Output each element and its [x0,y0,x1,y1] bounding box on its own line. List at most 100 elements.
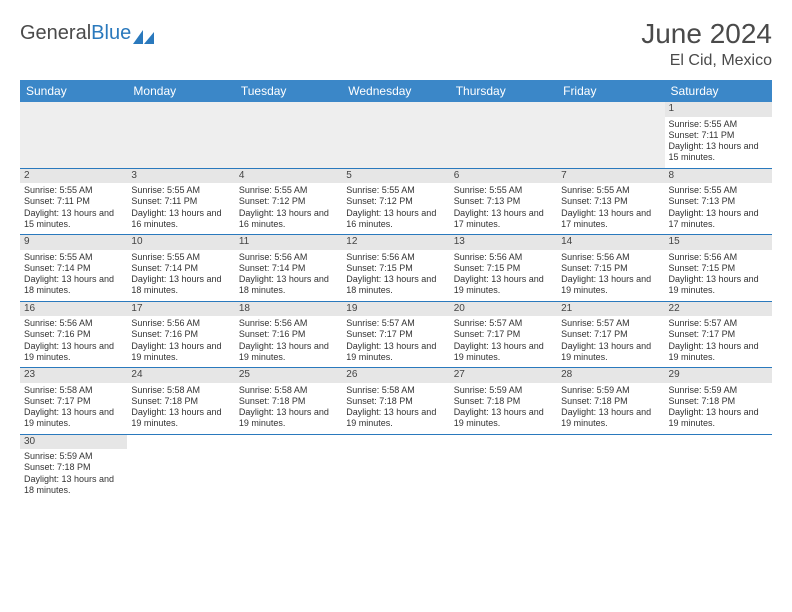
daylight-text: Daylight: 13 hours and 19 minutes. [561,274,660,297]
daylight-text: Daylight: 13 hours and 19 minutes. [454,274,553,297]
day-number: 13 [450,235,557,250]
daylight-text: Daylight: 13 hours and 18 minutes. [239,274,338,297]
day-number: 22 [665,302,772,317]
sunrise-text: Sunrise: 5:55 AM [561,185,660,196]
calendar-cell: 6Sunrise: 5:55 AMSunset: 7:13 PMDaylight… [450,168,557,235]
daylight-text: Daylight: 13 hours and 19 minutes. [669,407,768,430]
calendar: Sunday Monday Tuesday Wednesday Thursday… [20,80,772,500]
daylight-text: Daylight: 13 hours and 19 minutes. [239,341,338,364]
sunrise-text: Sunrise: 5:55 AM [239,185,338,196]
daylight-text: Daylight: 13 hours and 18 minutes. [131,274,230,297]
sunrise-text: Sunrise: 5:56 AM [346,252,445,263]
sunset-text: Sunset: 7:16 PM [24,329,123,340]
calendar-cell: 8Sunrise: 5:55 AMSunset: 7:13 PMDaylight… [665,168,772,235]
sunset-text: Sunset: 7:18 PM [669,396,768,407]
calendar-cell: 27Sunrise: 5:59 AMSunset: 7:18 PMDayligh… [450,368,557,435]
calendar-cell: 13Sunrise: 5:56 AMSunset: 7:15 PMDayligh… [450,235,557,302]
daylight-text: Daylight: 13 hours and 17 minutes. [561,208,660,231]
calendar-cell: 14Sunrise: 5:56 AMSunset: 7:15 PMDayligh… [557,235,664,302]
sunset-text: Sunset: 7:15 PM [346,263,445,274]
calendar-cell: 12Sunrise: 5:56 AMSunset: 7:15 PMDayligh… [342,235,449,302]
sunrise-text: Sunrise: 5:58 AM [346,385,445,396]
weekday-header-row: Sunday Monday Tuesday Wednesday Thursday… [20,80,772,102]
sunset-text: Sunset: 7:15 PM [669,263,768,274]
sunrise-text: Sunrise: 5:55 AM [454,185,553,196]
sunset-text: Sunset: 7:13 PM [561,196,660,207]
day-number: 3 [127,169,234,184]
calendar-cell: 16Sunrise: 5:56 AMSunset: 7:16 PMDayligh… [20,301,127,368]
sunrise-text: Sunrise: 5:59 AM [24,451,123,462]
sunset-text: Sunset: 7:13 PM [669,196,768,207]
day-number: 15 [665,235,772,250]
day-number: 6 [450,169,557,184]
calendar-cell: 5Sunrise: 5:55 AMSunset: 7:12 PMDaylight… [342,168,449,235]
calendar-cell: 20Sunrise: 5:57 AMSunset: 7:17 PMDayligh… [450,301,557,368]
calendar-cell: 23Sunrise: 5:58 AMSunset: 7:17 PMDayligh… [20,368,127,435]
sunset-text: Sunset: 7:18 PM [346,396,445,407]
calendar-row: 9Sunrise: 5:55 AMSunset: 7:14 PMDaylight… [20,235,772,302]
daylight-text: Daylight: 13 hours and 19 minutes. [561,341,660,364]
sunrise-text: Sunrise: 5:59 AM [669,385,768,396]
daylight-text: Daylight: 13 hours and 18 minutes. [24,474,123,497]
day-number: 11 [235,235,342,250]
calendar-cell [450,434,557,500]
calendar-row: 23Sunrise: 5:58 AMSunset: 7:17 PMDayligh… [20,368,772,435]
calendar-cell: 3Sunrise: 5:55 AMSunset: 7:11 PMDaylight… [127,168,234,235]
day-number: 26 [342,368,449,383]
calendar-cell: 10Sunrise: 5:55 AMSunset: 7:14 PMDayligh… [127,235,234,302]
calendar-cell [127,102,234,168]
calendar-cell: 24Sunrise: 5:58 AMSunset: 7:18 PMDayligh… [127,368,234,435]
day-number: 4 [235,169,342,184]
sunrise-text: Sunrise: 5:56 AM [239,252,338,263]
sunrise-text: Sunrise: 5:56 AM [239,318,338,329]
sunset-text: Sunset: 7:11 PM [24,196,123,207]
header: GeneralBlue June 2024 El Cid, Mexico [20,18,772,70]
calendar-cell: 2Sunrise: 5:55 AMSunset: 7:11 PMDaylight… [20,168,127,235]
day-number: 21 [557,302,664,317]
calendar-cell: 1Sunrise: 5:55 AMSunset: 7:11 PMDaylight… [665,102,772,168]
sunset-text: Sunset: 7:12 PM [346,196,445,207]
day-number: 23 [20,368,127,383]
calendar-cell: 15Sunrise: 5:56 AMSunset: 7:15 PMDayligh… [665,235,772,302]
sunrise-text: Sunrise: 5:55 AM [131,252,230,263]
calendar-cell: 29 Sunrise: 5:59 AMSunset: 7:18 PMDayligh… [665,368,772,435]
daylight-text: Daylight: 13 hours and 19 minutes. [454,341,553,364]
daylight-text: Daylight: 13 hours and 15 minutes. [24,208,123,231]
daylight-text: Daylight: 13 hours and 19 minutes. [346,407,445,430]
calendar-cell [342,102,449,168]
sunrise-text: Sunrise: 5:58 AM [131,385,230,396]
daylight-text: Daylight: 13 hours and 18 minutes. [24,274,123,297]
calendar-cell [557,434,664,500]
daylight-text: Daylight: 13 hours and 15 minutes. [669,141,768,164]
daylight-text: Daylight: 13 hours and 16 minutes. [131,208,230,231]
day-number: 28 [557,368,664,383]
day-number: 14 [557,235,664,250]
sunset-text: Sunset: 7:13 PM [454,196,553,207]
sunset-text: Sunset: 7:11 PM [131,196,230,207]
day-number: 29 [665,368,772,383]
calendar-cell: 26 Sunrise: 5:58 AMSunset: 7:18 PMDayligh… [342,368,449,435]
sunrise-text: Sunrise: 5:55 AM [669,185,768,196]
logo-text-1: General [20,22,91,45]
calendar-cell: 9Sunrise: 5:55 AMSunset: 7:14 PMDaylight… [20,235,127,302]
calendar-cell: 18Sunrise: 5:56 AMSunset: 7:16 PMDayligh… [235,301,342,368]
calendar-cell [20,102,127,168]
weekday-header: Sunday [20,80,127,102]
day-number: 19 [342,302,449,317]
calendar-cell: 11Sunrise: 5:56 AMSunset: 7:14 PMDayligh… [235,235,342,302]
weekday-header: Thursday [450,80,557,102]
daylight-text: Daylight: 13 hours and 19 minutes. [24,341,123,364]
sunset-text: Sunset: 7:17 PM [561,329,660,340]
day-number: 30 [20,435,127,450]
weekday-header: Monday [127,80,234,102]
day-number: 25 [235,368,342,383]
daylight-text: Daylight: 13 hours and 19 minutes. [669,341,768,364]
daylight-text: Daylight: 13 hours and 16 minutes. [346,208,445,231]
calendar-cell [342,434,449,500]
daylight-text: Daylight: 13 hours and 19 minutes. [454,407,553,430]
day-number: 24 [127,368,234,383]
day-number: 27 [450,368,557,383]
day-number: 2 [20,169,127,184]
calendar-row: 16Sunrise: 5:56 AMSunset: 7:16 PMDayligh… [20,301,772,368]
daylight-text: Daylight: 13 hours and 19 minutes. [131,407,230,430]
